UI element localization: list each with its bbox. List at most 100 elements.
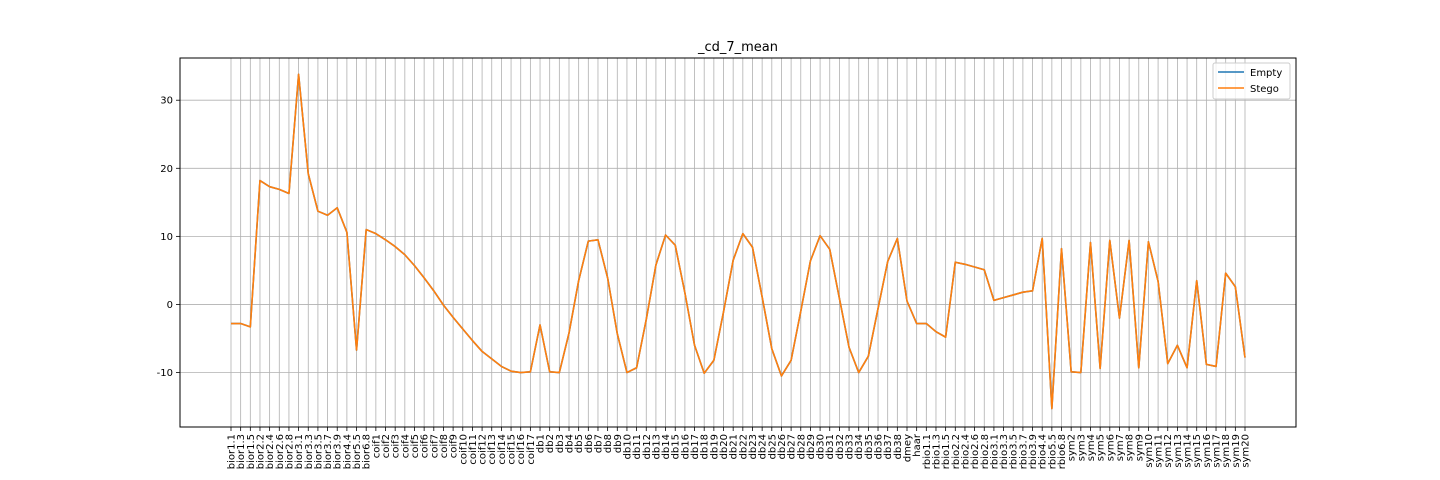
x-tick-label: db33 <box>845 434 856 459</box>
x-tick-label: coif11 <box>468 434 479 465</box>
x-tick-label: db36 <box>874 434 885 459</box>
y-tick-label: 20 <box>160 164 173 175</box>
x-tick-label: db11 <box>632 434 643 459</box>
x-tick-label: bior3.3 <box>304 434 315 469</box>
x-tick-label: rbio1.3 <box>931 434 942 469</box>
x-tick-label: sym17 <box>1212 434 1223 468</box>
y-tick-label: 30 <box>160 96 173 107</box>
plot-frame <box>179 57 1297 428</box>
x-tick-label: bior3.9 <box>333 434 344 469</box>
x-tick-label: db12 <box>642 434 653 459</box>
x-tick-label: sym20 <box>1241 434 1252 468</box>
x-tick-label: sym5 <box>1096 434 1107 461</box>
x-tick-label: bior3.1 <box>294 434 305 469</box>
x-tick-label: db32 <box>835 434 846 459</box>
x-tick-label: rbio3.9 <box>1028 434 1039 469</box>
x-tick-label: bior3.5 <box>313 434 324 469</box>
x-tick-label: sym18 <box>1221 434 1232 468</box>
x-tick-label: sym8 <box>1125 434 1136 461</box>
x-tick-label: db18 <box>700 434 711 459</box>
x-tick-label: sym13 <box>1173 434 1184 468</box>
x-tick-label: coif12 <box>478 434 489 465</box>
x-tick-label: coif5 <box>410 434 421 458</box>
series-line-empty <box>231 73 1246 410</box>
x-tick-label: coif4 <box>400 434 411 458</box>
x-tick-label: sym14 <box>1183 434 1194 468</box>
x-tick-label: db34 <box>854 434 865 459</box>
x-tick-label: db16 <box>680 434 691 459</box>
x-tick-label: coif14 <box>497 434 508 465</box>
x-tick-label: coif17 <box>526 434 537 465</box>
x-tick-label: db8 <box>603 434 614 453</box>
y-tick-label: -10 <box>157 368 173 379</box>
x-tick-label: sym12 <box>1163 434 1174 468</box>
x-tick-label: db15 <box>671 434 682 459</box>
x-tick-label: db23 <box>748 434 759 459</box>
x-tick-label: coif9 <box>449 434 460 458</box>
x-tick-label: rbio6.8 <box>1057 434 1068 469</box>
x-tick-label: rbio1.5 <box>941 434 952 469</box>
x-tick-label: sym11 <box>1154 434 1165 468</box>
x-tick-label: coif2 <box>381 434 392 458</box>
series-line-stego <box>231 73 1246 410</box>
legend: Empty Stego <box>1212 62 1291 100</box>
x-tick-label: db31 <box>825 434 836 459</box>
x-tick-label: db27 <box>787 434 798 459</box>
x-tick-label: sym6 <box>1105 434 1116 461</box>
x-axis: bior1.1bior1.3bior1.5bior2.2bior2.4bior2… <box>227 427 1252 469</box>
x-tick-label: bior1.3 <box>236 434 247 469</box>
x-tick-label: coif1 <box>371 434 382 458</box>
x-tick-label: db5 <box>574 434 585 453</box>
x-tick-label: dmey <box>903 434 914 462</box>
x-tick-label: coif15 <box>507 434 518 465</box>
x-tick-label: db17 <box>690 434 701 459</box>
x-tick-label: bior2.2 <box>255 434 266 469</box>
x-tick-label: rbio2.8 <box>980 434 991 469</box>
y-axis: -10 0 10 20 30 <box>157 96 180 379</box>
x-tick-label: db25 <box>767 434 778 459</box>
x-tick-label: db30 <box>816 434 827 459</box>
x-tick-label: db10 <box>622 434 633 459</box>
x-tick-label: db3 <box>555 434 566 453</box>
x-tick-label: db7 <box>593 434 604 453</box>
x-tick-label: bior6.8 <box>362 434 373 469</box>
x-tick-label: coif10 <box>458 434 469 465</box>
legend-label-empty: Empty <box>1250 68 1282 79</box>
x-tick-label: db38 <box>893 434 904 459</box>
x-tick-label: coif16 <box>516 434 527 465</box>
x-tick-label: bior1.5 <box>246 434 257 469</box>
x-tick-label: bior3.7 <box>323 434 334 469</box>
x-tick-label: db35 <box>864 434 875 459</box>
x-tick-label: rbio3.7 <box>1018 434 1029 469</box>
x-tick-label: rbio2.6 <box>970 434 981 469</box>
x-tick-label: db13 <box>651 434 662 459</box>
x-tick-label: rbio3.3 <box>999 434 1010 469</box>
x-tick-label: db2 <box>545 434 556 453</box>
x-tick-label: bior2.4 <box>265 434 276 469</box>
x-tick-label: rbio2.4 <box>960 434 971 469</box>
x-tick-label: db22 <box>738 434 749 459</box>
x-tick-label: db21 <box>729 434 740 459</box>
x-tick-label: bior5.5 <box>352 434 363 469</box>
x-tick-label: bior2.6 <box>275 434 286 469</box>
x-tick-label: sym2 <box>1067 434 1078 461</box>
x-tick-label: coif13 <box>487 434 498 465</box>
x-tick-label: sym19 <box>1231 434 1242 468</box>
x-tick-label: rbio2.2 <box>951 434 962 469</box>
x-tick-label: db19 <box>709 434 720 459</box>
y-tick-label: 10 <box>160 232 173 243</box>
x-tick-label: db14 <box>661 434 672 459</box>
x-tick-label: db26 <box>777 434 788 459</box>
x-tick-label: db1 <box>536 434 547 453</box>
x-tick-label: sym16 <box>1202 434 1213 468</box>
x-tick-label: sym4 <box>1086 434 1097 461</box>
x-tick-label: sym15 <box>1192 434 1203 468</box>
series-lines <box>231 73 1246 410</box>
x-tick-label: bior2.8 <box>284 434 295 469</box>
x-tick-label: coif6 <box>420 434 431 458</box>
legend-label-stego: Stego <box>1250 84 1279 95</box>
x-tick-label: coif3 <box>391 434 402 458</box>
x-tick-label: db4 <box>565 434 576 453</box>
x-tick-label: db24 <box>758 434 769 459</box>
